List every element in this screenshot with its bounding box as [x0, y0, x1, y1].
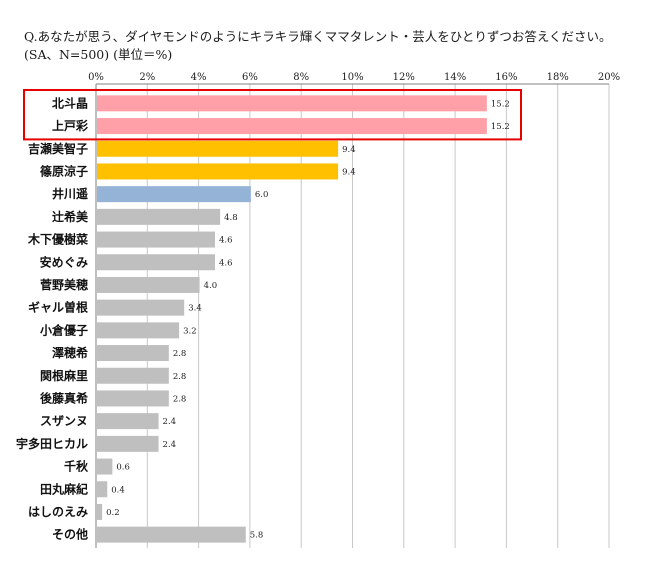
value-label: 0.2	[106, 508, 120, 518]
category-label: 宇多田ヒカル	[16, 436, 88, 451]
category-label: 木下優樹菜	[27, 232, 88, 247]
value-label: 0.6	[116, 463, 130, 473]
x-tick-label: 10%	[341, 72, 363, 83]
category-label: ギャル曽根	[28, 300, 88, 315]
bar	[97, 322, 180, 339]
bar	[97, 413, 159, 430]
value-label: 15.2	[491, 122, 510, 132]
bar	[97, 299, 185, 316]
value-labels: 15.2 15.2 9.4 9.4 6.0 4.8 4.6 4.6 4.0 3.4 3.2 2.8 2.…	[106, 99, 510, 540]
bar	[97, 254, 215, 271]
highlight-box	[23, 89, 522, 141]
value-label: 6.0	[255, 190, 269, 200]
bar	[97, 367, 169, 384]
x-tick-label: 16%	[495, 72, 517, 83]
value-label: 0.4	[111, 485, 125, 495]
bar	[97, 390, 169, 407]
x-tick-label: 6%	[242, 72, 258, 83]
value-label: 4.6	[219, 258, 233, 268]
value-label: 2.4	[163, 417, 177, 427]
value-label: 2.8	[173, 394, 187, 404]
bar	[97, 345, 169, 362]
bar	[97, 163, 339, 180]
category-label: 吉瀬美智子	[28, 141, 88, 156]
bar	[97, 231, 215, 248]
category-label: 安めぐみ	[40, 254, 88, 269]
bar	[97, 481, 108, 498]
value-label: 5.8	[250, 531, 264, 541]
x-tick-label: 18%	[547, 72, 569, 83]
value-label: 3.2	[183, 326, 197, 336]
bar	[97, 118, 487, 135]
x-tick-label: 8%	[293, 72, 309, 83]
chart-subtitle: (SA、N=500) (単位＝%)	[24, 47, 173, 62]
value-label: 3.4	[188, 304, 202, 314]
category-label: 菅野美穂	[40, 277, 88, 292]
value-label: 4.0	[204, 281, 218, 291]
value-label: 15.2	[491, 99, 510, 109]
value-label: 4.6	[219, 236, 233, 246]
category-label: 上戸彩	[52, 118, 88, 133]
value-label: 9.4	[342, 145, 356, 155]
x-tick-label: 0%	[88, 72, 104, 83]
category-label: 千秋	[64, 459, 89, 474]
x-tick-label: 2%	[139, 72, 155, 83]
bar	[97, 208, 221, 225]
gridlines	[95, 83, 610, 548]
x-tick-label: 20%	[598, 72, 620, 83]
bars	[97, 95, 487, 543]
category-label: 田丸麻紀	[40, 481, 88, 496]
value-label: 2.4	[163, 440, 177, 450]
bar	[97, 435, 159, 452]
value-label: 2.8	[173, 372, 187, 382]
x-tick-label: 12%	[393, 72, 415, 83]
category-label: はしのえみ	[28, 505, 88, 519]
category-label: その他	[52, 527, 88, 542]
bar	[97, 95, 487, 112]
category-label: 井川遥	[52, 186, 88, 201]
bar	[97, 526, 246, 543]
category-labels: 北斗晶上戸彩吉瀬美智子篠原涼子井川遥辻希美木下優樹菜安めぐみ菅野美穂ギャル曽根小…	[16, 95, 89, 541]
bar	[97, 140, 339, 157]
category-label: 後藤真希	[40, 390, 88, 405]
bar	[97, 503, 103, 520]
bar	[97, 186, 251, 203]
category-label: 北斗晶	[52, 95, 88, 110]
value-label: 2.8	[173, 349, 187, 359]
value-label: 9.4	[342, 167, 356, 177]
category-label: 澤穂希	[52, 345, 88, 360]
category-label: 関根麻里	[40, 368, 88, 383]
category-label: 小倉優子	[40, 322, 88, 337]
x-tick-labels: 0% 2% 4% 6% 8% 10% 12% 14% 16% 18% 20%	[88, 72, 620, 83]
x-tick-label: 4%	[191, 72, 207, 83]
bar	[97, 276, 200, 293]
bar	[97, 458, 113, 475]
category-label: スザンヌ	[40, 414, 88, 428]
category-label: 辻希美	[52, 209, 89, 224]
value-label: 4.8	[224, 213, 238, 223]
category-label: 篠原涼子	[40, 163, 88, 178]
x-tick-label: 14%	[444, 72, 466, 83]
chart-title: Q.あなたが思う、ダイヤモンドのようにキラキラ輝くママタレント・芸人をひとりずつ…	[24, 29, 612, 44]
